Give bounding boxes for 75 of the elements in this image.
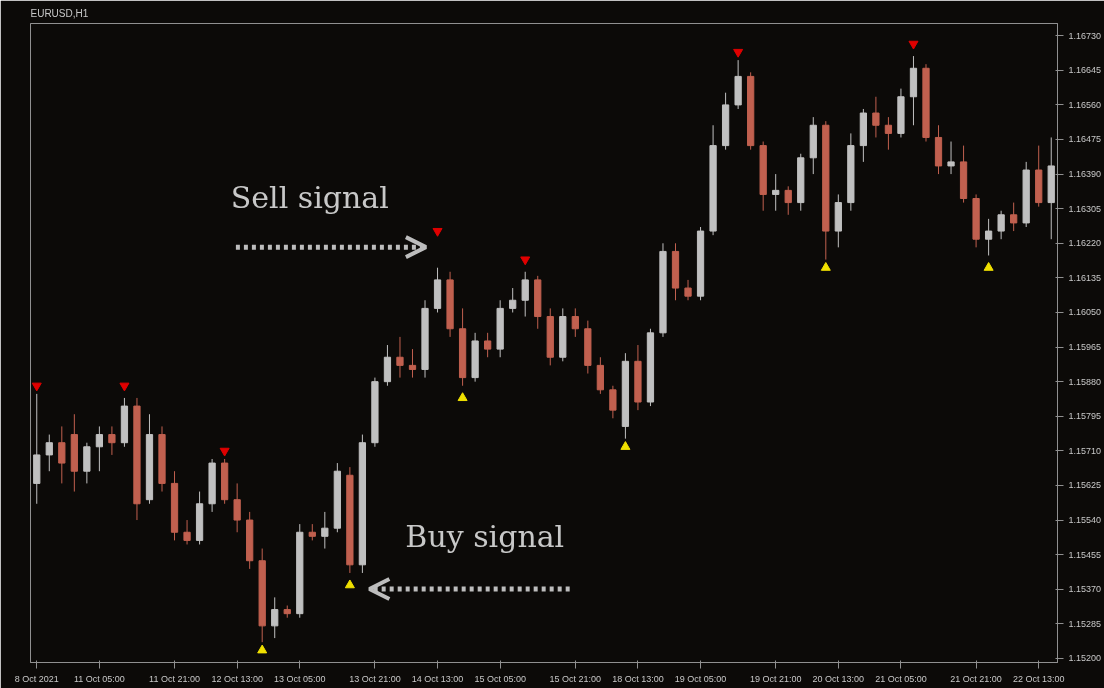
candlestick	[271, 596, 279, 639]
y-tick-label: 1.15200	[1068, 653, 1102, 664]
point	[219, 447, 230, 457]
point	[31, 382, 42, 392]
candlestick	[45, 434, 53, 472]
candlestick	[396, 336, 404, 379]
y-tick-label: 1.16475	[1068, 134, 1102, 145]
point	[908, 40, 919, 50]
point	[257, 644, 268, 654]
candlestick	[1010, 202, 1018, 232]
y-tick-label: 1.16135	[1068, 272, 1102, 283]
candlestick	[521, 271, 529, 318]
point	[457, 392, 468, 402]
candlestick	[108, 425, 116, 456]
candlestick	[571, 307, 579, 338]
candlestick	[997, 210, 1005, 240]
point	[620, 441, 631, 450]
x-tick-label: 13 Oct 21:00	[349, 673, 401, 684]
point	[344, 579, 355, 589]
point	[733, 48, 744, 58]
x-tick-label: 22 Oct 13:00	[1012, 673, 1065, 684]
candlestick	[984, 218, 993, 256]
y-tick-label: 1.15455	[1068, 549, 1102, 560]
x-tick-label: 19 Oct 05:00	[674, 673, 727, 684]
candlestick	[484, 332, 492, 358]
candlestick	[321, 511, 329, 550]
x-tick-label: 8 Oct 2021	[14, 673, 59, 684]
x-tick-label: 15 Oct 21:00	[549, 673, 602, 684]
y-tick-label: 1.15540	[1068, 515, 1102, 526]
point	[983, 262, 994, 271]
x-tick-label: 20 Oct 13:00	[812, 673, 865, 684]
x-tick-label: 18 Oct 13:00	[612, 673, 664, 684]
candlestick	[58, 425, 66, 484]
candlestick	[183, 519, 191, 545]
y-tick-label: 1.15965	[1068, 342, 1102, 353]
annotation: Sell signal	[230, 180, 389, 216]
x-tick-label: 15 Oct 05:00	[474, 673, 526, 684]
x-tick-label: 14 Oct 13:00	[411, 673, 464, 684]
candlestick	[872, 96, 880, 138]
y-tick-label: 1.16220	[1068, 238, 1102, 249]
candlestick	[408, 348, 417, 379]
y-tick-label: 1.16305	[1068, 203, 1102, 214]
candlestick	[884, 116, 893, 151]
y-tick-label: 1.15880	[1068, 376, 1102, 387]
y-tick-label: 1.16645	[1068, 65, 1102, 76]
candlestick	[95, 425, 104, 472]
candlestick	[509, 287, 517, 313]
chart-title: EURUSD,H1	[30, 7, 89, 19]
candlestick	[772, 173, 780, 212]
y-tick-label: 1.15370	[1068, 584, 1102, 595]
y-tick-label: 1.16560	[1068, 99, 1102, 110]
candlestick	[233, 482, 241, 533]
x-tick-label: 13 Oct 05:00	[274, 673, 326, 684]
x-tick-label: 19 Oct 21:00	[749, 673, 802, 684]
annotation: Buy signal	[405, 518, 565, 554]
point	[820, 262, 831, 271]
y-tick-label: 1.15710	[1068, 445, 1102, 456]
x-tick-label: 11 Oct 05:00	[73, 673, 125, 684]
point	[119, 382, 130, 392]
x-tick-label: 11 Oct 21:00	[149, 673, 200, 684]
y-tick-label: 1.16730	[1068, 30, 1102, 41]
x-tick-label: 21 Oct 05:00	[875, 673, 927, 684]
point	[432, 227, 443, 237]
candlestick	[684, 279, 692, 301]
y-tick-label: 1.15625	[1068, 480, 1102, 491]
y-tick-label: 1.15795	[1068, 411, 1102, 422]
x-tick-label: 21 Oct 21:00	[950, 673, 1002, 684]
candlestick	[609, 385, 617, 419]
candlestick	[784, 185, 792, 216]
y-tick-label: 1.16050	[1068, 307, 1102, 318]
y-tick-label: 1.15285	[1068, 618, 1102, 629]
x-tick-label: 12 Oct 13:00	[211, 673, 263, 684]
candlestick	[947, 141, 955, 175]
y-tick-label: 1.16390	[1068, 169, 1102, 180]
point	[520, 256, 531, 266]
